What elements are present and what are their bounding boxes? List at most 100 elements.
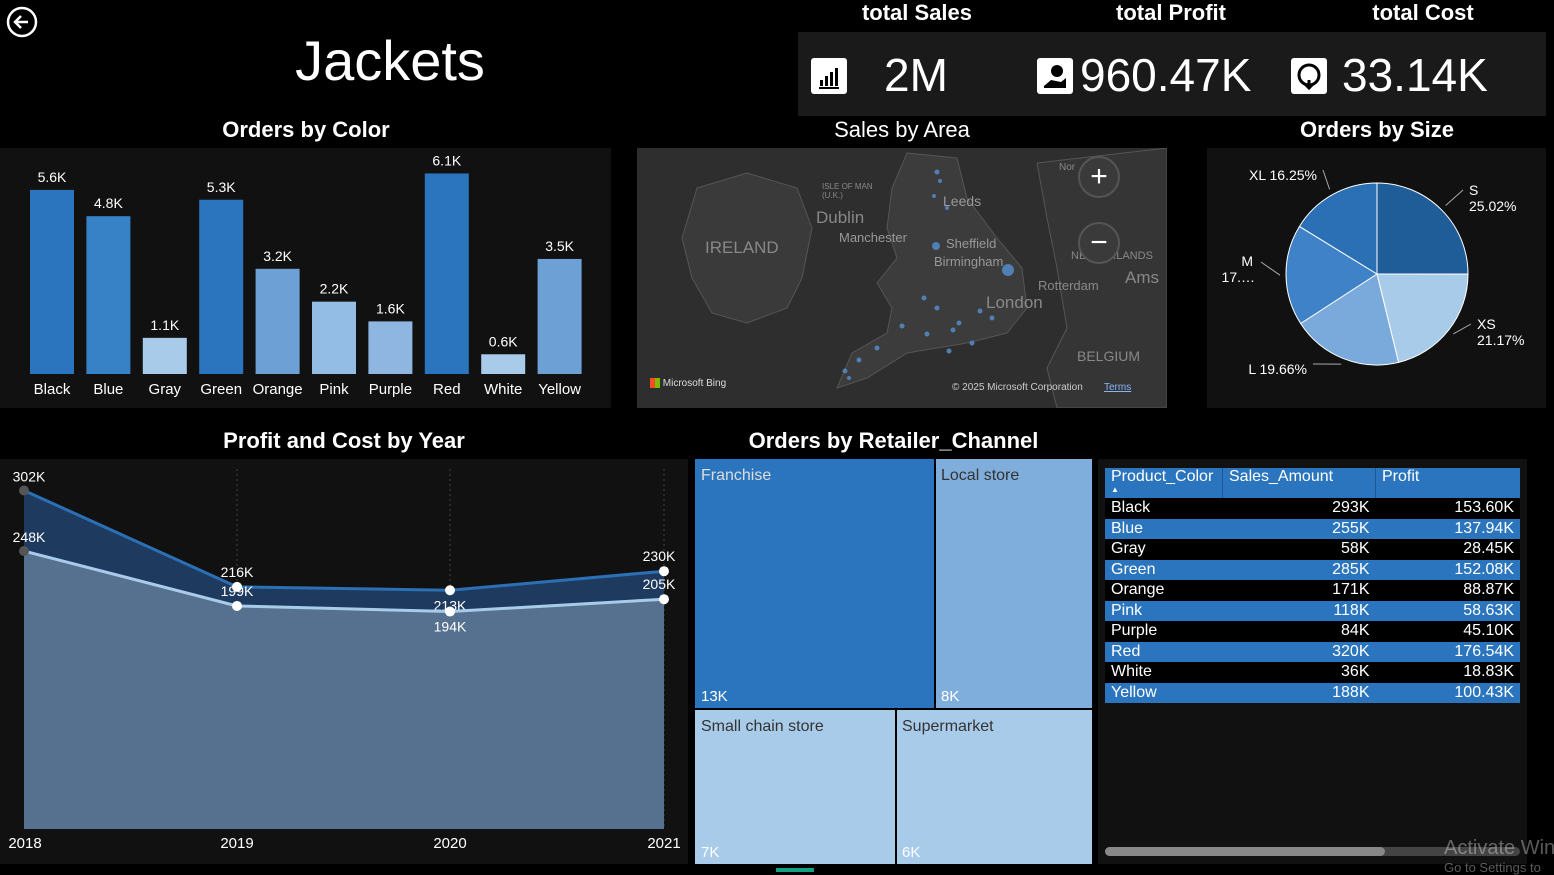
- data-label: 199K: [221, 583, 254, 599]
- cell-sales-amount: 36K: [1223, 662, 1376, 683]
- data-point[interactable]: [232, 601, 242, 611]
- bar-value-label: 1.6K: [376, 300, 405, 316]
- data-point[interactable]: [19, 546, 29, 556]
- data-point[interactable]: [659, 566, 669, 576]
- data-point[interactable]: [445, 585, 455, 595]
- x-axis-label: 2018: [8, 835, 41, 852]
- sales-by-area-map[interactable]: IRELAND Dublin Manchester Leeds Sheffiel…: [637, 148, 1167, 408]
- bar-orange[interactable]: [256, 269, 300, 374]
- bar-category-label: Orange: [253, 381, 303, 398]
- kpi-cost-label: total Cost: [1300, 0, 1546, 26]
- orders-by-color-title: Orders by Color: [0, 117, 612, 143]
- bar-white[interactable]: [481, 354, 525, 374]
- kpi-profit-value: 960.47K: [1080, 48, 1251, 102]
- cell-profit: 45.10K: [1376, 621, 1521, 642]
- zoom-in-button[interactable]: +: [1078, 156, 1120, 198]
- cell-sales-amount: 171K: [1223, 580, 1376, 601]
- bing-label: Microsoft Bing: [663, 378, 726, 389]
- retailer-treemap[interactable]: Franchise 13K Local store 8K Small chain…: [695, 459, 1092, 864]
- profit-cost-title: Profit and Cost by Year: [0, 428, 688, 454]
- map-terms-link[interactable]: Terms: [1104, 382, 1131, 393]
- bar-gray[interactable]: [143, 338, 187, 374]
- data-label: 302K: [13, 468, 46, 484]
- windows-logo-icon: [650, 378, 660, 388]
- cell-sales-amount: 188K: [1223, 683, 1376, 704]
- pie-leader-line: [1323, 170, 1330, 189]
- cell-profit: 137.94K: [1376, 519, 1521, 540]
- data-point[interactable]: [19, 485, 29, 495]
- map-label-ireland: IRELAND: [705, 238, 779, 258]
- kpi-sales-value: 2M: [884, 48, 948, 102]
- treemap-supermarket-name: Supermarket: [902, 718, 994, 736]
- treemap-supermarket[interactable]: Supermarket 6K: [897, 710, 1092, 864]
- data-label: 248K: [13, 529, 46, 545]
- orders-by-size-title: Orders by Size: [1207, 117, 1547, 143]
- data-point[interactable]: [445, 607, 455, 617]
- bar-green[interactable]: [199, 200, 243, 374]
- map-label-dublin: Dublin: [816, 208, 864, 228]
- bar-red[interactable]: [425, 173, 469, 374]
- bar-black[interactable]: [30, 190, 74, 374]
- microsoft-bing-logo: Microsoft Bing: [650, 378, 726, 389]
- column-header-sales-amount[interactable]: Sales_Amount: [1223, 468, 1376, 498]
- activate-windows-watermark: Activate Win: [1444, 837, 1554, 860]
- cell-sales-amount: 255K: [1223, 519, 1376, 540]
- column-header-product-color[interactable]: Product_Color ▲: [1105, 468, 1223, 498]
- zoom-out-button[interactable]: −: [1078, 222, 1120, 264]
- bar-pink[interactable]: [312, 302, 356, 374]
- back-arrow-icon[interactable]: [6, 6, 38, 38]
- treemap-franchise[interactable]: Franchise 13K: [695, 459, 934, 708]
- scrollbar-thumb[interactable]: [1105, 847, 1385, 856]
- cell-product-color: Purple: [1105, 621, 1223, 642]
- pie-percent: 21.17%: [1477, 332, 1524, 348]
- product-color-table[interactable]: Product_Color ▲ Sales_Amount Profit Blac…: [1105, 468, 1520, 703]
- bar-value-label: 3.5K: [545, 238, 574, 254]
- pie-leader-line: [1446, 190, 1463, 205]
- bar-value-label: 5.6K: [38, 169, 67, 185]
- cell-profit: 58.63K: [1376, 601, 1521, 622]
- cell-sales-amount: 285K: [1223, 560, 1376, 581]
- x-axis-label: 2020: [433, 835, 466, 852]
- bar-yellow[interactable]: [538, 259, 582, 374]
- column-header-profit[interactable]: Profit: [1376, 468, 1521, 498]
- map-label-leeds: Leeds: [943, 193, 981, 209]
- bar-purple[interactable]: [368, 321, 412, 374]
- treemap-franchise-name: Franchise: [701, 467, 771, 485]
- product-color-table-panel: Product_Color ▲ Sales_Amount Profit Blac…: [1098, 459, 1527, 864]
- sales-by-area-title: Sales by Area: [637, 117, 1167, 143]
- x-axis-label: 2021: [647, 835, 680, 852]
- cell-product-color: Yellow: [1105, 683, 1223, 704]
- bar-category-label: Red: [433, 381, 461, 398]
- retailer-title: Orders by Retailer_Channel: [695, 428, 1092, 454]
- bar-chart-icon: [811, 58, 847, 94]
- treemap-small-chain-store[interactable]: Small chain store 7K: [695, 710, 895, 864]
- bar-value-label: 1.1K: [150, 317, 179, 333]
- pie-slice-s[interactable]: [1377, 183, 1468, 274]
- cell-profit: 176.54K: [1376, 642, 1521, 663]
- bar-category-label: Pink: [319, 381, 349, 398]
- treemap-local-store-value: 8K: [941, 688, 959, 705]
- map-label-isle-of-man: ISLE OF MAN (U.K.): [822, 182, 882, 200]
- cell-profit: 100.43K: [1376, 683, 1521, 704]
- treemap-small-chain-store-value: 7K: [701, 844, 719, 861]
- treemap-local-store[interactable]: Local store 8K: [936, 459, 1092, 708]
- x-axis-label: 2019: [220, 835, 253, 852]
- bar-blue[interactable]: [86, 216, 130, 374]
- cell-product-color: Green: [1105, 560, 1223, 581]
- treemap-supermarket-value: 6K: [902, 844, 920, 861]
- map-label-belgium: BELGIUM: [1077, 348, 1140, 364]
- data-point[interactable]: [659, 594, 669, 604]
